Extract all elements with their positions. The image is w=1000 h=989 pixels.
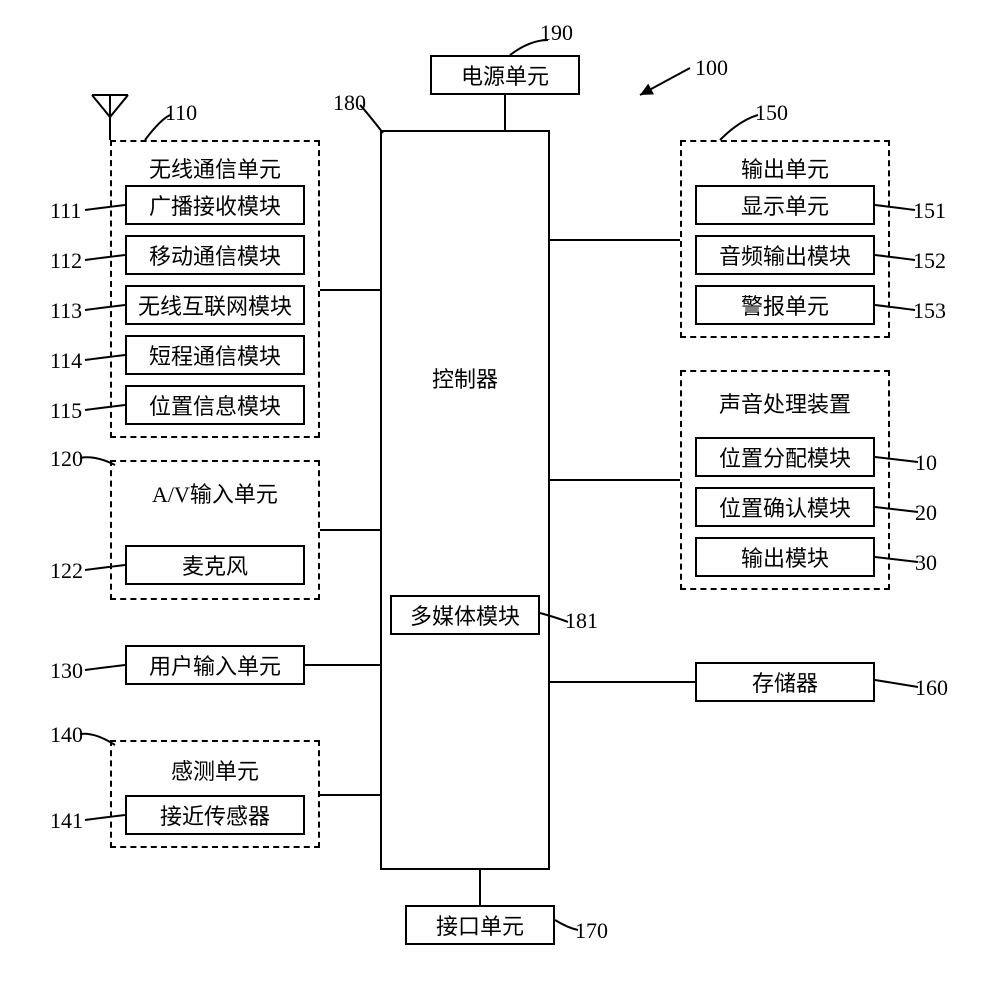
block-s10: 位置分配模块 xyxy=(695,437,875,477)
block-controller-label: 控制器 xyxy=(432,362,498,394)
block-w111-label: 广播接收模块 xyxy=(149,189,281,221)
ref-l111: 111 xyxy=(50,198,81,224)
block-controller: 控制器 xyxy=(380,130,550,870)
arrow-100-head xyxy=(640,84,654,95)
ref-l30: 30 xyxy=(915,550,937,576)
group-wireless-title: 无线通信单元 xyxy=(112,152,318,184)
block-w114: 短程通信模块 xyxy=(125,335,305,375)
ref-l180: 180 xyxy=(333,90,366,116)
ref-l160: 160 xyxy=(915,675,948,701)
group-output-title: 输出单元 xyxy=(682,152,888,184)
ref-l130: 130 xyxy=(50,658,83,684)
ref-l140: 140 xyxy=(50,722,83,748)
block-user_input-label: 用户输入单元 xyxy=(149,649,281,681)
block-s20-label: 位置确认模块 xyxy=(719,491,851,523)
leader-ld150 xyxy=(720,115,758,140)
leader-ld160 xyxy=(875,680,918,687)
group-av-title: A/V输入单元 xyxy=(112,477,318,509)
ref-l150: 150 xyxy=(755,100,788,126)
block-prox-label: 接近传感器 xyxy=(160,799,270,831)
ref-l100: 100 xyxy=(695,55,728,81)
block-mic: 麦克风 xyxy=(125,545,305,585)
ref-l190: 190 xyxy=(540,20,573,46)
block-o151: 显示单元 xyxy=(695,185,875,225)
block-w112-label: 移动通信模块 xyxy=(149,239,281,271)
ref-l141: 141 xyxy=(50,808,83,834)
ref-l153: 153 xyxy=(913,298,946,324)
ref-l20: 20 xyxy=(915,500,937,526)
block-w113: 无线互联网模块 xyxy=(125,285,305,325)
ref-l120: 120 xyxy=(50,446,83,472)
block-o152-label: 音频输出模块 xyxy=(719,239,851,271)
ref-l113: 113 xyxy=(50,298,82,324)
block-user_input: 用户输入单元 xyxy=(125,645,305,685)
block-memory: 存储器 xyxy=(695,662,875,702)
ref-l122: 122 xyxy=(50,558,83,584)
ref-l170: 170 xyxy=(575,918,608,944)
block-interface-label: 接口单元 xyxy=(436,909,524,941)
ref-l181: 181 xyxy=(565,608,598,634)
group-sound-title: 声音处理装置 xyxy=(682,387,888,419)
block-prox: 接近传感器 xyxy=(125,795,305,835)
ref-l151: 151 xyxy=(913,198,946,224)
ref-l152: 152 xyxy=(913,248,946,274)
block-w114-label: 短程通信模块 xyxy=(149,339,281,371)
block-o151-label: 显示单元 xyxy=(741,189,829,221)
ref-l114: 114 xyxy=(50,348,82,374)
ref-l110: 110 xyxy=(165,100,197,126)
block-w113-label: 无线互联网模块 xyxy=(138,289,292,321)
block-power: 电源单元 xyxy=(430,55,580,95)
block-multimedia: 多媒体模块 xyxy=(390,595,540,635)
block-w112: 移动通信模块 xyxy=(125,235,305,275)
block-w115: 位置信息模块 xyxy=(125,385,305,425)
block-o153: 警报单元 xyxy=(695,285,875,325)
block-multimedia-label: 多媒体模块 xyxy=(410,599,520,631)
block-interface: 接口单元 xyxy=(405,905,555,945)
ref-l115: 115 xyxy=(50,398,82,424)
block-o152: 音频输出模块 xyxy=(695,235,875,275)
block-s30-label: 输出模块 xyxy=(741,541,829,573)
ref-l112: 112 xyxy=(50,248,82,274)
arrow-100-shaft xyxy=(640,68,690,95)
antenna-v xyxy=(92,95,128,117)
ref-l10: 10 xyxy=(915,450,937,476)
group-sensing-title: 感测单元 xyxy=(112,754,318,786)
block-s30: 输出模块 xyxy=(695,537,875,577)
block-power-label: 电源单元 xyxy=(461,59,549,91)
block-s20: 位置确认模块 xyxy=(695,487,875,527)
leader-ld130 xyxy=(85,665,125,670)
block-diagram: 190 100 180 110 150 111 151 112 152 113 153 114 115 1… xyxy=(0,0,1000,989)
block-memory-label: 存储器 xyxy=(752,666,818,698)
block-o153-label: 警报单元 xyxy=(741,289,829,321)
block-w115-label: 位置信息模块 xyxy=(149,389,281,421)
block-mic-label: 麦克风 xyxy=(182,549,248,581)
block-s10-label: 位置分配模块 xyxy=(719,441,851,473)
block-w111: 广播接收模块 xyxy=(125,185,305,225)
